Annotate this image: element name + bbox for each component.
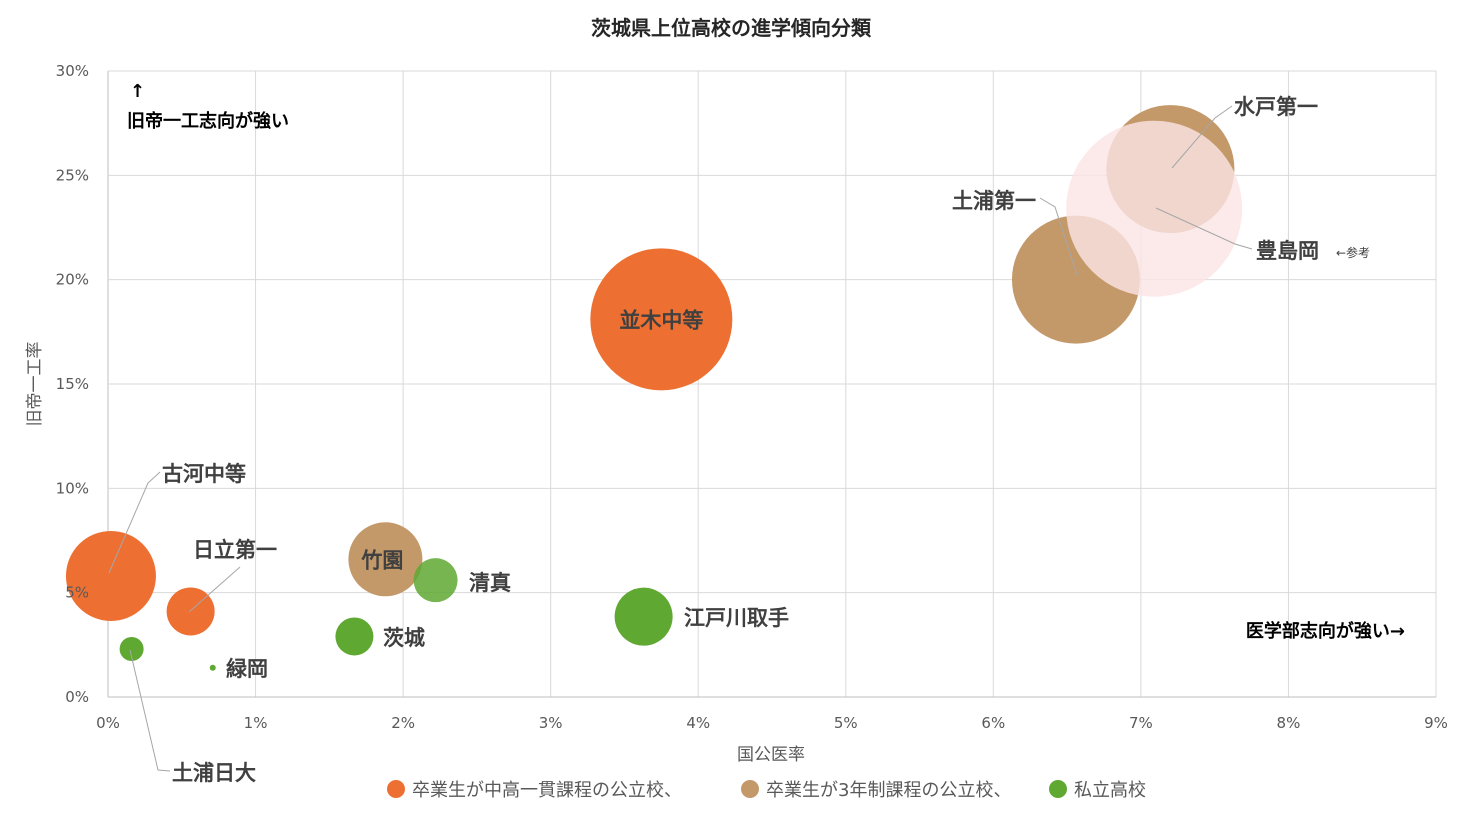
- leader-line: [1039, 197, 1078, 276]
- legend-marker: [741, 780, 759, 798]
- bubble-label: 江戸川取手: [684, 606, 789, 630]
- y-tick-label: 15%: [56, 375, 89, 393]
- x-tick-label: 0%: [96, 714, 120, 732]
- legend-marker: [1049, 780, 1067, 798]
- bubble-label: 竹園: [360, 548, 403, 572]
- bubble-p6e05771f: [413, 558, 458, 603]
- grid-layer: [107, 70, 1437, 698]
- bubble-label: 豊島岡: [1256, 239, 1319, 263]
- leader-line: [188, 566, 241, 613]
- y-axis-label: 旧帝一工率: [25, 342, 45, 427]
- x-tick-label: 2%: [391, 714, 415, 732]
- x-axis-label: 国公医率: [737, 745, 805, 765]
- bubble-p7dd15ca1: [209, 664, 216, 671]
- top-left-annotation: 旧帝一工志向が強い: [127, 110, 289, 132]
- bubble-layer: [65, 105, 1243, 671]
- bubble-p65e57acb7b2c4e00: [166, 587, 215, 636]
- leader-layer: [108, 105, 1253, 772]
- legend-entry: 卒業生が3年制課程の公立校、: [766, 780, 1011, 801]
- x-tick-label: 3%: [539, 714, 563, 732]
- bubble-label: 茨城: [383, 626, 425, 650]
- leader-line: [129, 649, 171, 772]
- bubble-label: 日立第一: [193, 538, 277, 562]
- x-tick-label: 1%: [244, 714, 268, 732]
- y-tick-label: 20%: [56, 271, 89, 289]
- y-tick-label: 30%: [56, 62, 89, 80]
- x-tick-label: 7%: [1129, 714, 1153, 732]
- y-tick-label: 25%: [56, 166, 89, 184]
- bubble-p7af95712: [348, 522, 423, 597]
- legend: 卒業生が中高一貫課程の公立校、 卒業生が3年制課程の公立校、 私立高校: [387, 780, 1146, 801]
- bubble-p4e2667284e2d7b49: [590, 248, 733, 391]
- x-tick-label: 4%: [686, 714, 710, 732]
- bubble-label: 並木中等: [619, 308, 703, 332]
- bubble-p8c4a5cf65ca1: [1066, 120, 1243, 297]
- legend-entry: 卒業生が中高一貫課程の公立校、: [412, 780, 682, 801]
- x-tick-label: 6%: [981, 714, 1005, 732]
- y-tick-label: 0%: [65, 688, 89, 706]
- bubble-label: 古河中等: [162, 462, 246, 486]
- bubble-label: 土浦第一: [952, 189, 1036, 213]
- bubble-p832857ce: [335, 617, 374, 656]
- x-tick-label: 9%: [1424, 714, 1448, 732]
- x-tick-label: 5%: [834, 714, 858, 732]
- bubble-p571f6d6665e55927: [119, 637, 144, 662]
- bubble-label: 土浦日大: [172, 761, 256, 785]
- legend-entry: 私立高校: [1074, 780, 1146, 801]
- tick-layer: 0% 1% 2% 3% 4% 5% 6% 7% 8% 9% 0% 5% 10% 15% 20% 25% 30%: [56, 62, 1448, 732]
- leader-line: [1171, 105, 1233, 169]
- bubble-label: 清真: [469, 571, 511, 595]
- bottom-right-annotation: 医学部志向が強い→: [1246, 620, 1405, 642]
- x-tick-label: 8%: [1277, 714, 1301, 732]
- bubble-p53e46cb34e2d7b49: [65, 530, 156, 621]
- legend-marker: [387, 780, 405, 798]
- y-tick-label: 10%: [56, 479, 89, 497]
- y-tick-label: 5%: [65, 584, 89, 602]
- bubble-label: 緑岡: [226, 657, 268, 681]
- leader-line: [1155, 207, 1253, 250]
- bubble-p6c5f62385ddd53d6624b: [614, 587, 673, 646]
- reference-note: ←参考: [1336, 245, 1370, 260]
- top-left-arrow: ↑: [130, 81, 145, 102]
- bubble-label: 水戸第一: [1234, 95, 1318, 119]
- chart-title: 茨城県上位高校の進学傾向分類: [591, 16, 872, 40]
- leader-line: [108, 471, 161, 574]
